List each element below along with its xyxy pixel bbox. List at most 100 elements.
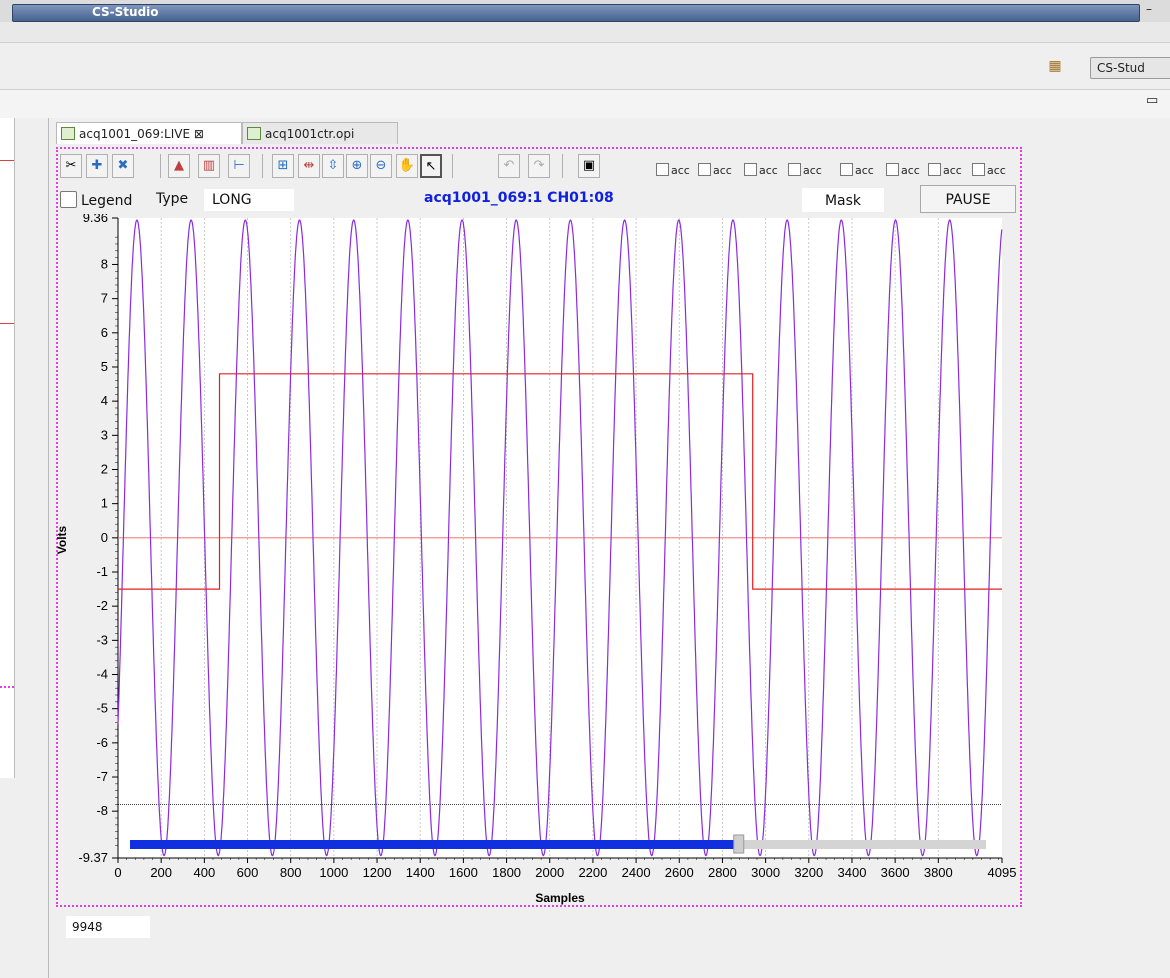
scrollbar-fill <box>130 840 738 849</box>
acc-checkbox[interactable]: acc <box>928 163 962 179</box>
acc-checkbox[interactable]: acc <box>972 163 1006 179</box>
acc-checkbox-label: acc <box>943 164 962 177</box>
horizontal-zoom-icon[interactable]: ⇹ <box>298 154 320 178</box>
y-tick-labels: 9.36 8 7 6 5 4 3 2 1 0 -1 -2 -3 -4 -5 -6 -7 -8 -9.37 <box>78 214 108 865</box>
y-tick-label: 4 <box>101 393 108 408</box>
toolbar-separator <box>160 154 161 178</box>
x-tick-label: 400 <box>193 865 215 880</box>
perspective-button[interactable]: CS-Stud <box>1090 57 1170 79</box>
zoom-in-icon[interactable]: ⊕ <box>346 154 368 178</box>
autoscale-icon[interactable]: ▲ <box>168 154 190 178</box>
snapshot-icon[interactable]: ▣ <box>578 154 600 178</box>
y-tick-label: -7 <box>96 769 108 784</box>
y-tick-label: 1 <box>101 496 108 511</box>
y-tick-label: -4 <box>96 667 108 682</box>
checkbox-box[interactable] <box>928 163 941 176</box>
x-axis-label: Samples <box>535 891 585 905</box>
y-tick-label: 9.36 <box>83 214 108 225</box>
y-tick-label: -2 <box>96 598 108 613</box>
x-tick-label: 1000 <box>319 865 348 880</box>
x-tick-label: 3000 <box>751 865 780 880</box>
axis-icon[interactable]: ⊢ <box>228 154 250 178</box>
checkbox-box[interactable] <box>972 163 985 176</box>
acc-checkbox-label: acc <box>901 164 920 177</box>
acc-checkbox[interactable]: acc <box>840 163 874 179</box>
y-tick-label: 6 <box>101 325 108 340</box>
x-tick-label: 2800 <box>708 865 737 880</box>
y-tick-label: 8 <box>101 256 108 271</box>
x-tick-labels: 0 200 400 600 800 1000 1200 1400 1600 1800 2000 220… <box>114 865 1016 880</box>
left-panel-red-line <box>0 160 14 161</box>
x-tick-label: 3800 <box>924 865 953 880</box>
left-panel-red-line-2 <box>0 323 14 324</box>
configure-icon[interactable]: ✂ <box>60 154 82 178</box>
scrollbar-thumb[interactable] <box>733 834 745 854</box>
rubberband-zoom-icon[interactable]: ⊞ <box>272 154 294 178</box>
y-tick-label: 2 <box>101 461 108 476</box>
minimize-view-icon[interactable]: ▭ <box>1146 93 1159 108</box>
pan-icon[interactable]: ✋ <box>396 154 418 178</box>
y-tick-label: 3 <box>101 427 108 442</box>
checkbox-box[interactable] <box>656 163 669 176</box>
acc-checkbox-label: acc <box>759 164 778 177</box>
x-tick-label: 0 <box>114 865 121 880</box>
waveform-chart[interactable]: 0 200 400 600 800 1000 1200 1400 1600 1800 2000 220… <box>56 214 1022 908</box>
remove-annotation-icon[interactable]: ✖ <box>112 154 134 178</box>
tab-live-label: acq1001_069:LIVE ⊠ <box>79 127 204 141</box>
checkbox-box[interactable] <box>840 163 853 176</box>
undo-icon[interactable]: ↶ <box>498 154 520 178</box>
view-toolbar <box>0 90 1170 118</box>
redo-icon[interactable]: ↷ <box>528 154 550 178</box>
x-tick-label: 1800 <box>492 865 521 880</box>
vertical-zoom-icon[interactable]: ⇳ <box>322 154 344 178</box>
x-tick-label: 1200 <box>363 865 392 880</box>
y-tick-label: -3 <box>96 632 108 647</box>
checkbox-box[interactable] <box>788 163 801 176</box>
y-tick-label: 7 <box>101 291 108 306</box>
checkbox-box[interactable] <box>744 163 757 176</box>
tab-ctr-label: acq1001ctr.opi <box>265 127 355 141</box>
window-title: CS-Studio <box>92 5 159 19</box>
y-tick-label: -9.37 <box>78 850 108 865</box>
legend-checkbox-box[interactable] <box>60 191 77 208</box>
tab-live[interactable]: acq1001_069:LIVE ⊠ <box>56 122 242 144</box>
acc-checkbox[interactable]: acc <box>656 163 690 179</box>
left-view-panel <box>0 118 15 778</box>
x-tick-label: 2200 <box>578 865 607 880</box>
mask-field[interactable]: Mask <box>802 188 884 212</box>
y-tick-label: -6 <box>96 735 108 750</box>
x-tick-label: 2000 <box>535 865 564 880</box>
toolbar-separator <box>262 154 263 178</box>
checkbox-box[interactable] <box>886 163 899 176</box>
acc-checkbox[interactable]: acc <box>744 163 778 179</box>
acc-checkbox[interactable]: acc <box>698 163 732 179</box>
titlebar-gradient <box>12 4 1140 22</box>
acc-checkbox-label: acc <box>803 164 822 177</box>
acc-checkbox-label: acc <box>987 164 1006 177</box>
x-tick-label: 1600 <box>449 865 478 880</box>
add-annotation-icon[interactable]: ✚ <box>86 154 108 178</box>
left-panel-border <box>0 686 14 688</box>
select-pointer-icon[interactable]: ↖ <box>420 154 442 178</box>
pause-button[interactable]: PAUSE <box>920 185 1016 213</box>
acc-checkbox-label: acc <box>713 164 732 177</box>
main-toolbar <box>0 43 1170 90</box>
x-tick-label: 3400 <box>838 865 867 880</box>
open-perspective-icon[interactable]: ▦ <box>1048 58 1062 74</box>
stagger-icon[interactable]: ▥ <box>198 154 220 178</box>
x-tick-label: 800 <box>280 865 302 880</box>
legend-label: Legend <box>81 193 133 209</box>
tab-ctr[interactable]: acq1001ctr.opi <box>242 122 398 144</box>
perspective-label: CS-Stud <box>1097 61 1145 75</box>
window-minimize-icon[interactable]: – <box>1146 2 1152 16</box>
legend-checkbox[interactable]: Legend <box>60 191 132 209</box>
y-tick-label: -1 <box>96 564 108 579</box>
checkbox-box[interactable] <box>698 163 711 176</box>
opi-file-icon <box>61 127 75 140</box>
acc-checkbox[interactable]: acc <box>886 163 920 179</box>
zoom-out-icon[interactable]: ⊖ <box>370 154 392 178</box>
acc-checkbox-label: acc <box>671 164 690 177</box>
toolbar-separator <box>562 154 563 178</box>
acc-checkbox[interactable]: acc <box>788 163 822 179</box>
y-axis-label: Volts <box>56 525 69 554</box>
